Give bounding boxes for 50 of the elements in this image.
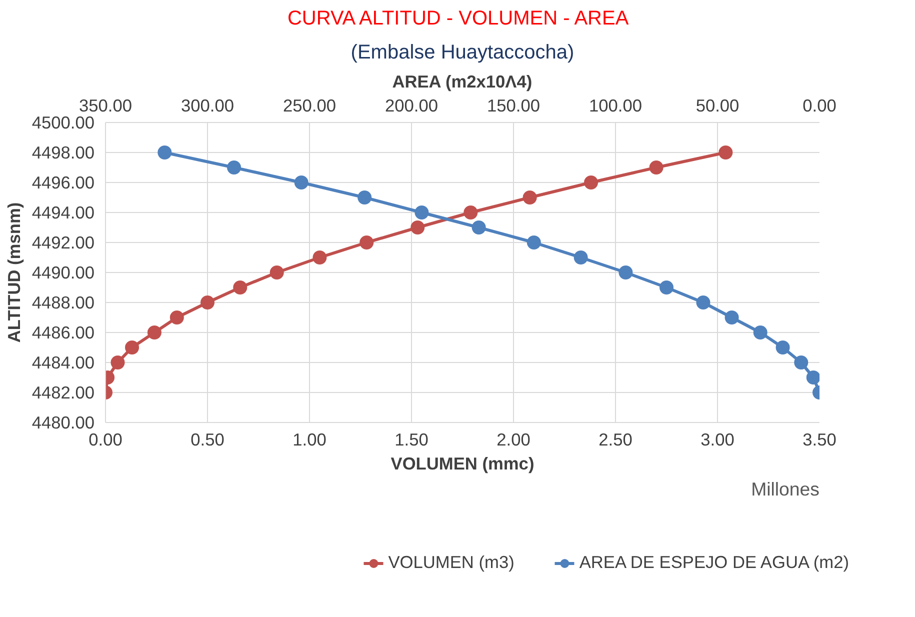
y-tick-label: 4498.00	[32, 142, 95, 162]
y-tick-label: 4480.00	[32, 412, 95, 432]
x2-tick-label: 200.00	[385, 96, 438, 116]
point	[270, 266, 284, 280]
y-tick-label: 4490.00	[32, 262, 95, 282]
x2-tick-label: 250.00	[283, 96, 336, 116]
x-tick-label: 2.00	[496, 430, 530, 450]
point	[718, 146, 733, 160]
y-tick-label: 4484.00	[32, 352, 95, 372]
x-tick-label: 3.00	[700, 430, 734, 450]
x-tick-label: 1.00	[292, 430, 326, 450]
legend-label: VOLUMEN (m3)	[388, 552, 514, 574]
x-tick-label: 3.50	[802, 430, 836, 450]
point	[360, 236, 374, 250]
x2-tick-label: 150.00	[487, 96, 540, 116]
x-tick-label: 0.50	[190, 430, 224, 450]
y-axis-title: ALTITUD (msnm)	[4, 202, 24, 343]
y-tick-label: 4494.00	[32, 202, 95, 222]
y-tick-label: 4492.00	[32, 232, 95, 252]
y-tick-label: 4488.00	[32, 292, 95, 312]
legend-label: AREA DE ESPEJO DE AGUA (m2)	[579, 552, 849, 574]
x2-tick-label: 0.00	[802, 96, 836, 116]
y-tick-label: 4486.00	[32, 322, 95, 342]
point	[584, 176, 598, 190]
x-axis-title: VOLUMEN (mmc)	[390, 454, 534, 474]
x2-tick-label: 50.00	[696, 96, 740, 116]
point	[464, 206, 478, 220]
x-tick-label: 2.50	[598, 430, 632, 450]
point	[312, 250, 327, 264]
point	[110, 356, 125, 370]
y-tick-label: 4500.00	[32, 112, 95, 132]
text: Millones	[751, 478, 820, 500]
x-tick-label: 0.00	[88, 430, 122, 450]
x2-tick-label: 300.00	[181, 96, 234, 116]
x-tick-label: 1.50	[394, 430, 428, 450]
point	[147, 326, 162, 340]
x2-tick-label: 100.00	[589, 96, 642, 116]
point	[410, 220, 425, 234]
point	[200, 296, 214, 310]
point	[233, 280, 248, 294]
point	[170, 310, 184, 324]
y-tick-label: 4482.00	[32, 382, 95, 402]
chart-title: CURVA ALTITUD - VOLUMEN - AREA	[287, 8, 630, 30]
chart-subtitle: (Embalse Huaytaccocha)	[350, 42, 574, 64]
y-tick-label: 4496.00	[32, 172, 95, 192]
point	[649, 160, 664, 174]
x2-axis-title: AREA (m2x10Λ4)	[392, 72, 532, 92]
point	[125, 340, 140, 354]
point	[522, 190, 537, 204]
x2-tick-label: 350.00	[79, 96, 132, 116]
